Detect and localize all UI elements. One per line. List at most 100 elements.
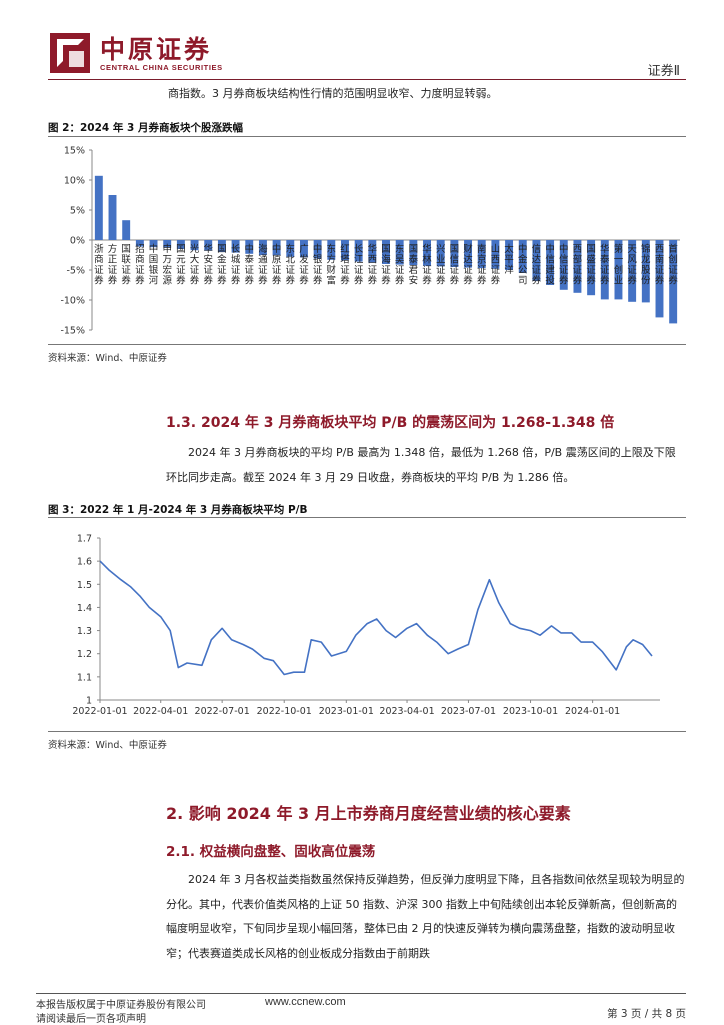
category-label: 光大证券 — [190, 243, 200, 287]
pb-series-line — [99, 560, 653, 676]
category-label: 华安证券 — [203, 243, 213, 287]
y-tick-label: 1.5 — [77, 580, 92, 591]
y-tick-label: 10% — [64, 176, 85, 187]
y-tick-label: 15% — [64, 146, 85, 157]
bar — [655, 240, 664, 318]
bar — [204, 240, 213, 251]
bar — [518, 240, 527, 273]
y-tick-label: 0% — [70, 236, 85, 247]
category-label: 中国银河 — [149, 243, 159, 287]
bar — [409, 240, 418, 266]
bar — [272, 240, 281, 256]
brand-name-chinese: 中原证券 — [100, 35, 213, 64]
bar — [600, 240, 609, 300]
x-tick-label: 2023-07-01 — [441, 706, 496, 717]
header-divider — [48, 79, 686, 80]
category-label: 天风证券 — [627, 244, 637, 287]
bar — [382, 240, 390, 264]
x-tick-label: 2022-04-01 — [133, 706, 188, 717]
category-label: 中银证券 — [313, 243, 323, 287]
footer-website-link[interactable]: www.ccnew.com — [265, 996, 346, 1008]
bar — [299, 240, 308, 258]
y-tick-label: 1 — [86, 696, 92, 707]
bar — [122, 220, 131, 240]
figure-2-source: 资料来源：Wind、中原证券 — [48, 353, 167, 364]
bar — [135, 240, 144, 247]
bar — [245, 240, 254, 254]
bar — [464, 240, 473, 268]
category-label: 首创证券 — [668, 243, 678, 287]
category-label: 华泰证券 — [600, 243, 610, 287]
category-label: 国信证券 — [450, 244, 460, 287]
bar — [176, 240, 185, 249]
category-label: 中原证券 — [272, 243, 282, 287]
bar — [149, 240, 158, 248]
bar — [327, 240, 336, 260]
report-category: 证券Ⅱ — [647, 64, 680, 79]
category-label: 国盛证券 — [586, 244, 596, 287]
section-1-3-heading: 1.3. 2024 年 3 月券商板块平均 P/B 的震荡区间为 1.268-1… — [166, 415, 615, 431]
y-tick-label: 5% — [70, 206, 85, 217]
bar — [614, 240, 623, 300]
figure-2-top-rule — [48, 136, 686, 137]
bar — [395, 240, 404, 265]
category-label: 第一创业 — [614, 243, 624, 287]
bar — [94, 175, 103, 240]
section-2-heading: 2. 影响 2024 年 3 月上市券商月度经营业绩的核心要素 — [166, 804, 571, 823]
bar — [532, 240, 541, 281]
figure-2-title: 图 2：2024 年 3 月券商板块个股涨跌幅 — [48, 122, 243, 134]
y-tick-label: 1.3 — [77, 626, 92, 637]
y-tick-label: -15% — [60, 326, 85, 337]
category-label: 中信建投 — [545, 243, 555, 287]
figure-2-bottom-rule — [48, 344, 686, 345]
category-label: 广发证券 — [299, 243, 309, 287]
x-tick-label: 2022-07-01 — [195, 706, 250, 717]
bar — [217, 240, 226, 252]
bar — [628, 240, 637, 302]
bar — [354, 240, 363, 262]
figure-3-line-chart: 1.7 1.6 1.5 1.4 1.3 1.2 1.1 1 2022-01-01 2022-04… — [72, 534, 660, 717]
figure-3-source: 资料来源：Wind、中原证券 — [48, 740, 167, 751]
bar — [190, 240, 199, 251]
category-label: 国海证券 — [381, 244, 391, 287]
y-tick-label: 1.2 — [77, 649, 92, 660]
bar — [423, 240, 431, 266]
category-label: 申万宏源 — [162, 243, 172, 287]
category-label: 锦龙股份 — [641, 243, 651, 287]
x-tick-label: 2023-01-01 — [319, 706, 374, 717]
category-label: 东北证券 — [286, 243, 296, 287]
central-china-securities-logo — [50, 33, 90, 73]
category-label: 南京证券 — [477, 243, 487, 287]
category-label: 华林证券 — [422, 243, 432, 287]
category-label: 山西证券 — [491, 244, 501, 287]
bar — [163, 240, 172, 248]
y-tick-label: -10% — [60, 296, 85, 307]
figure-3-bottom-rule — [48, 731, 686, 732]
figure-3-top-rule — [48, 517, 686, 518]
category-label: 浙商证券 — [94, 243, 104, 287]
category-label: 方正证券 — [108, 243, 118, 287]
bar — [313, 240, 322, 259]
category-label: 海通证券 — [258, 243, 268, 287]
category-label: 国泰君安 — [409, 244, 419, 287]
bar — [641, 240, 650, 303]
x-tick-label: 2024-01-01 — [565, 706, 620, 717]
category-label: 长城证券 — [231, 243, 241, 287]
bar — [477, 240, 486, 269]
category-label: 西部证券 — [573, 244, 583, 287]
category-label: 东吴证券 — [395, 243, 405, 287]
figure-2-bar-chart: 15% 10% 5% 0% -5% -10% -15% 浙商证券方正证券国联证券招商证券中国… — [60, 146, 680, 337]
category-label: 华西证券 — [368, 243, 378, 287]
section-1-3-paragraph: 2024 年 3 月券商板块的平均 P/B 最高为 1.348 倍，最低为 1.… — [166, 446, 676, 484]
y-tick-label: 1.7 — [77, 534, 92, 545]
bar — [669, 240, 678, 324]
bar — [231, 240, 240, 253]
bar — [450, 240, 459, 267]
figure-3-title: 图 3：2022 年 1 月-2024 年 3 月券商板块平均 P/B — [48, 504, 308, 516]
category-label: 国金证券 — [217, 244, 227, 287]
category-label: 中信证券 — [559, 243, 569, 287]
bar — [559, 240, 568, 290]
page-number: 第 3 页 / 共 8 页 — [607, 1008, 686, 1020]
category-label: 西南证券 — [655, 244, 665, 287]
x-tick-label: 2023-10-01 — [503, 706, 558, 717]
